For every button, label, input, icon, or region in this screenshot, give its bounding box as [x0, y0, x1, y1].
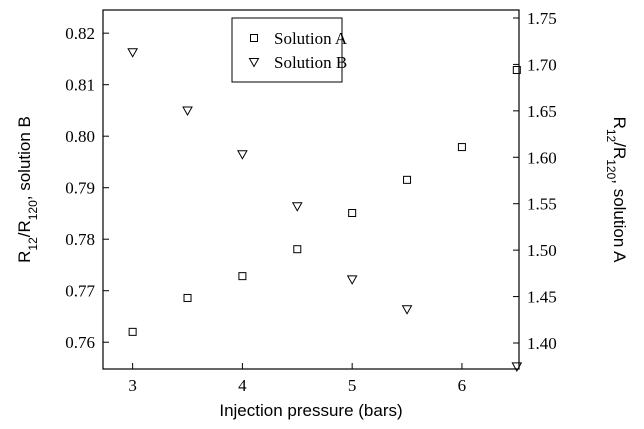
- y-axis-label-part: R: [15, 251, 34, 263]
- y2-axis-label: R12/R120, solution A: [604, 117, 629, 263]
- y-axis-label: R12/R120, solution B: [15, 116, 40, 263]
- marker-square: [403, 175, 412, 184]
- y-axis-label-part: 120: [26, 200, 40, 220]
- y-tick-label: 0.78: [65, 230, 95, 249]
- marker-triangle: [182, 106, 193, 116]
- x-axis-label: Injection pressure (bars): [219, 401, 402, 420]
- y2-tick-label: 1.65: [527, 102, 557, 121]
- y-tick-label: 0.80: [65, 127, 95, 146]
- marker-triangle: [127, 48, 138, 58]
- x-tick-label: 4: [238, 376, 247, 395]
- marker-triangle: [346, 275, 358, 285]
- y-tick-label: 0.76: [65, 333, 95, 352]
- marker-square: [512, 65, 521, 74]
- y2-axis-label-part: /R: [610, 142, 629, 159]
- x-tick-label: 6: [458, 376, 467, 395]
- x-tick-label: 5: [348, 376, 357, 395]
- marker-square: [457, 143, 466, 152]
- y2-tick-label: 1.45: [527, 288, 557, 307]
- y-axis-label-part: , solution B: [15, 116, 34, 200]
- marker-square: [238, 272, 247, 281]
- y2-axis-label-part: 120: [604, 159, 618, 179]
- y2-axis-label-part: R: [610, 117, 629, 129]
- y-tick-label: 0.82: [65, 24, 95, 43]
- y-tick-label: 0.81: [65, 76, 95, 95]
- marker-square: [250, 34, 258, 42]
- marker-triangle: [511, 362, 523, 372]
- marker-square: [183, 293, 192, 302]
- marker-triangle: [248, 58, 260, 68]
- y2-tick-label: 1.70: [527, 55, 557, 74]
- y2-tick-label: 1.55: [527, 195, 557, 214]
- legend-label: Solution B: [274, 53, 347, 72]
- y2-tick-label: 1.75: [527, 9, 557, 28]
- plot-frame: [102, 9, 520, 370]
- marker-square: [293, 245, 302, 254]
- y-tick-label: 0.77: [65, 282, 95, 301]
- legend-box: [231, 17, 343, 83]
- x-tick-label: 3: [128, 376, 137, 395]
- y-axis-label-part: 12: [26, 237, 40, 251]
- marker-square: [348, 208, 357, 217]
- y2-tick-label: 1.50: [527, 241, 557, 260]
- y2-tick-label: 1.40: [527, 334, 557, 353]
- marker-square: [128, 327, 137, 336]
- y-tick-label: 0.79: [65, 179, 95, 198]
- marker-triangle: [237, 150, 248, 160]
- y2-tick-label: 1.60: [527, 148, 557, 167]
- y2-axis-label-part: , solution A: [610, 179, 629, 263]
- y-axis-label-part: /R: [15, 220, 34, 237]
- y2-axis-label-part: 12: [604, 129, 618, 143]
- marker-triangle: [291, 202, 303, 212]
- marker-triangle: [401, 305, 413, 315]
- legend-label: Solution A: [274, 29, 348, 48]
